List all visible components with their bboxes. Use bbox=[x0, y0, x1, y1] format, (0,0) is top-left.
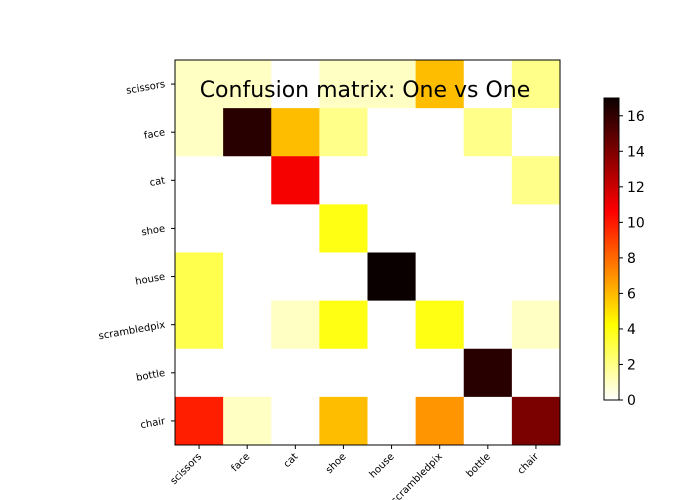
heatmap-cell-shoe-bottle bbox=[463, 204, 513, 253]
heatmap-cell-scissors-scissors bbox=[175, 60, 224, 109]
heatmap-cell-house-house bbox=[367, 252, 417, 302]
heatmap-cell-chair-shoe bbox=[319, 396, 368, 446]
heatmap-cell-scrambledpix-bottle bbox=[463, 300, 513, 350]
heatmap-cell-house-scissors bbox=[175, 252, 224, 302]
heatmap-cell-scrambledpix-cat bbox=[271, 300, 320, 350]
heatmap-cell-chair-cat bbox=[271, 396, 320, 446]
heatmap-cell-scrambledpix-shoe bbox=[319, 300, 368, 350]
y-tick-label-chair: chair bbox=[140, 416, 167, 431]
colorbar-tick-label: 6 bbox=[627, 286, 636, 302]
heatmap-cell-chair-house bbox=[367, 396, 417, 446]
x-tick-label-scrambledpix: scrambledpix bbox=[389, 451, 444, 500]
axes-frame bbox=[174, 59, 561, 446]
heatmap-cell-scrambledpix-scrambledpix bbox=[415, 300, 465, 350]
heatmap-cell-house-chair bbox=[511, 252, 561, 302]
heatmap-cell-house-face bbox=[223, 252, 272, 302]
heatmap-cell-scrambledpix-face bbox=[223, 300, 272, 350]
x-tick-label-scissors: scissors bbox=[169, 451, 205, 487]
y-axis-ticks: scissors face cat shoe house scrambledpix bott… bbox=[98, 79, 175, 431]
heatmap-cell-shoe-chair bbox=[511, 204, 561, 253]
heatmap-cell-bottle-face bbox=[223, 348, 272, 398]
chart-title: Confusion matrix: One vs One bbox=[200, 78, 531, 103]
heatmap-cell-house-shoe bbox=[319, 252, 368, 302]
heatmap-cell-chair-face bbox=[223, 396, 272, 446]
y-tick-label-face: face bbox=[143, 127, 166, 142]
heatmap-cells bbox=[175, 60, 561, 446]
heatmap-cell-cat-face bbox=[223, 156, 272, 205]
heatmap-cell-scrambledpix-house bbox=[367, 300, 417, 350]
heatmap-cell-cat-house bbox=[367, 156, 417, 205]
heatmap-cell-face-bottle bbox=[463, 108, 513, 157]
heatmap-cell-shoe-cat bbox=[271, 204, 320, 253]
colorbar bbox=[603, 97, 620, 401]
heatmap-cell-scissors-scrambledpix bbox=[415, 60, 465, 109]
heatmap-cell-face-scissors bbox=[175, 108, 224, 157]
heatmap-cell-scrambledpix-chair bbox=[511, 300, 561, 350]
heatmap-cell-house-bottle bbox=[463, 252, 513, 302]
heatmap-cell-bottle-bottle bbox=[463, 348, 513, 398]
y-tick-label-shoe: shoe bbox=[141, 224, 166, 239]
heatmap-cell-face-shoe bbox=[319, 108, 368, 157]
x-tick-label-bottle: bottle bbox=[464, 451, 492, 479]
heatmap-cell-cat-scissors bbox=[175, 156, 224, 205]
heatmap-cell-scrambledpix-scissors bbox=[175, 300, 224, 350]
heatmap-cell-shoe-scrambledpix bbox=[415, 204, 465, 253]
colorbar-ticks: 0 2 4 6 8 10 12 14 16 bbox=[619, 109, 645, 409]
heatmap-cell-face-cat bbox=[271, 108, 320, 157]
heatmap-cell-shoe-face bbox=[223, 204, 272, 253]
heatmap-cell-cat-bottle bbox=[463, 156, 513, 205]
heatmap-cell-chair-bottle bbox=[463, 396, 513, 446]
heatmap-cell-scissors-face bbox=[223, 60, 272, 109]
heatmap-cell-cat-cat bbox=[271, 156, 320, 205]
heatmap-cell-shoe-house bbox=[367, 204, 417, 253]
x-tick-label-shoe: shoe bbox=[324, 451, 349, 476]
heatmap-cell-cat-shoe bbox=[319, 156, 368, 205]
x-tick-label-face: face bbox=[229, 451, 252, 474]
colorbar-tick-label: 14 bbox=[627, 144, 645, 160]
heatmap-cell-bottle-cat bbox=[271, 348, 320, 398]
y-tick-label-scissors: scissors bbox=[125, 79, 166, 97]
heatmap-cell-shoe-scissors bbox=[175, 204, 224, 253]
y-tick-label-house: house bbox=[134, 272, 166, 288]
heatmap-cell-house-cat bbox=[271, 252, 320, 302]
heatmap-cell-scissors-chair bbox=[511, 60, 561, 109]
colorbar-tick-label: 16 bbox=[627, 109, 645, 125]
heatmap-cell-scissors-house bbox=[367, 60, 417, 109]
colorbar-tick-label: 12 bbox=[627, 180, 645, 196]
heatmap-cell-chair-chair bbox=[511, 396, 561, 446]
heatmap-cell-chair-scrambledpix bbox=[415, 396, 465, 446]
y-tick-label-cat: cat bbox=[149, 175, 166, 189]
y-tick-label-scrambledpix: scrambledpix bbox=[98, 320, 166, 343]
heatmap-cell-face-chair bbox=[511, 108, 561, 157]
heatmap-cell-scissors-bottle bbox=[463, 60, 513, 109]
heatmap-cell-bottle-house bbox=[367, 348, 417, 398]
colorbar-tick-label: 4 bbox=[627, 322, 636, 338]
heatmap-cell-bottle-scrambledpix bbox=[415, 348, 465, 398]
heatmap-cell-scissors-shoe bbox=[319, 60, 368, 109]
heatmap-cell-bottle-scissors bbox=[175, 348, 224, 398]
heatmap-cell-cat-chair bbox=[511, 156, 561, 205]
heatmap-cell-bottle-shoe bbox=[319, 348, 368, 398]
heatmap-cell-cat-scrambledpix bbox=[415, 156, 465, 205]
heatmap-cell-scissors-cat bbox=[271, 60, 320, 109]
heatmap-cell-face-face bbox=[223, 108, 272, 157]
heatmap-cell-face-scrambledpix bbox=[415, 108, 465, 157]
colorbar-tick-label: 0 bbox=[627, 393, 636, 409]
colorbar-tick-label: 10 bbox=[627, 215, 645, 231]
y-tick-label-bottle: bottle bbox=[135, 368, 166, 384]
x-tick-label-chair: chair bbox=[516, 451, 542, 477]
x-tick-label-house: house bbox=[368, 451, 397, 480]
heatmap-cell-bottle-chair bbox=[511, 348, 561, 398]
heatmap-cell-face-house bbox=[367, 108, 417, 157]
heatmap-cell-house-scrambledpix bbox=[415, 252, 465, 302]
colorbar-tick-label: 8 bbox=[627, 251, 636, 267]
x-tick-label-cat: cat bbox=[282, 451, 301, 470]
heatmap-cell-shoe-shoe bbox=[319, 204, 368, 253]
colorbar-tick-label: 2 bbox=[627, 357, 636, 373]
heatmap-cell-chair-scissors bbox=[175, 396, 224, 446]
